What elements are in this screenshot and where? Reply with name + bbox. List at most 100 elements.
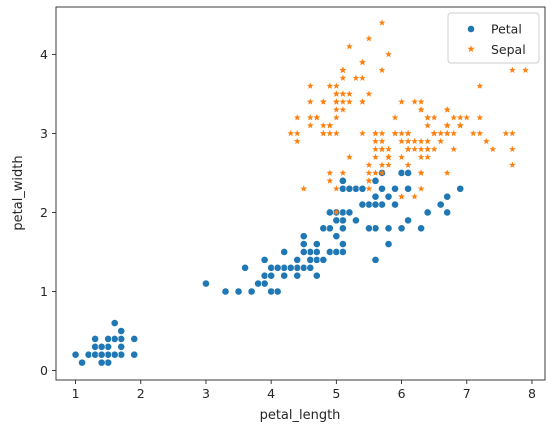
point-sepal: [339, 66, 347, 74]
point-petal: [332, 248, 341, 256]
point-sepal: [404, 129, 412, 137]
point-petal: [384, 192, 393, 201]
point-petal: [91, 335, 100, 343]
x-tick-label: 7: [463, 386, 471, 401]
point-petal: [397, 169, 406, 177]
point-sepal: [398, 129, 405, 137]
point-sepal: [522, 66, 529, 74]
point-sepal: [424, 114, 431, 121]
point-sepal: [398, 193, 405, 200]
point-petal: [456, 184, 465, 193]
point-petal: [332, 232, 341, 241]
point-petal: [312, 240, 321, 248]
point-petal: [338, 176, 347, 185]
y-axis-label: petal_width: [11, 155, 26, 230]
point-sepal: [346, 98, 353, 105]
point-petal: [365, 224, 373, 233]
plot-area: [55, 6, 546, 381]
point-sepal: [365, 35, 373, 42]
point-petal: [84, 350, 93, 359]
point-petal: [299, 263, 308, 272]
point-sepal: [306, 82, 314, 89]
point-sepal: [437, 129, 445, 137]
point-sepal: [411, 137, 418, 145]
point-sepal: [476, 129, 484, 137]
point-sepal: [333, 185, 340, 192]
point-sepal: [365, 177, 373, 184]
point-petal: [352, 184, 360, 193]
point-sepal: [411, 193, 418, 200]
point-sepal: [372, 169, 379, 176]
point-sepal: [476, 82, 484, 89]
point-sepal: [385, 145, 392, 153]
x-tick-label: 2: [137, 386, 145, 401]
y-tick-label: 2: [40, 205, 48, 220]
point-petal: [97, 350, 106, 359]
point-petal: [371, 255, 380, 264]
point-petal: [345, 208, 354, 217]
legend-marker-petal: [467, 25, 475, 33]
point-petal: [312, 271, 321, 280]
point-petal: [247, 287, 256, 296]
point-petal: [378, 184, 386, 193]
point-petal: [436, 200, 445, 209]
point-sepal: [346, 90, 353, 97]
data-points: [71, 19, 529, 367]
point-petal: [267, 287, 276, 296]
point-petal: [130, 350, 139, 359]
point-sepal: [417, 185, 425, 192]
point-petal: [104, 358, 113, 367]
point-sepal: [293, 129, 301, 137]
point-sepal: [404, 161, 412, 168]
point-sepal: [372, 145, 379, 153]
point-petal: [384, 240, 393, 248]
point-sepal: [430, 129, 438, 137]
point-sepal: [398, 98, 405, 105]
point-petal: [110, 319, 119, 328]
point-petal: [404, 216, 412, 225]
point-petal: [104, 342, 113, 351]
point-sepal: [398, 153, 405, 161]
point-sepal: [417, 137, 425, 145]
point-sepal: [443, 122, 451, 129]
point-sepal: [306, 98, 314, 105]
point-petal: [306, 255, 315, 264]
point-sepal: [509, 66, 516, 74]
series-petal: [71, 169, 465, 367]
point-sepal: [450, 129, 458, 137]
point-sepal: [482, 137, 490, 145]
point-petal: [97, 342, 106, 351]
point-sepal: [411, 98, 418, 105]
point-sepal: [300, 185, 308, 192]
point-sepal: [378, 161, 386, 168]
point-petal: [241, 263, 249, 272]
point-petal: [384, 224, 393, 233]
point-sepal: [443, 106, 451, 113]
point-sepal: [365, 185, 373, 192]
point-petal: [286, 263, 295, 272]
point-petal: [319, 255, 328, 264]
y-tick-label: 4: [40, 47, 48, 62]
point-petal: [358, 184, 367, 193]
point-sepal: [404, 145, 412, 153]
point-petal: [299, 248, 308, 256]
point-sepal: [339, 74, 347, 81]
point-sepal: [398, 137, 405, 145]
point-sepal: [339, 90, 347, 97]
point-petal: [273, 263, 282, 272]
point-petal: [404, 184, 412, 193]
point-sepal: [391, 129, 399, 137]
point-sepal: [476, 114, 484, 121]
point-sepal: [417, 145, 425, 153]
point-sepal: [424, 122, 431, 129]
point-sepal: [319, 129, 327, 137]
x-tick-label: 8: [528, 386, 536, 401]
point-petal: [280, 263, 289, 272]
series-sepal: [287, 19, 529, 216]
point-sepal: [313, 114, 321, 121]
point-sepal: [339, 169, 347, 176]
point-petal: [202, 279, 210, 288]
point-petal: [319, 224, 328, 233]
point-petal: [417, 224, 426, 233]
